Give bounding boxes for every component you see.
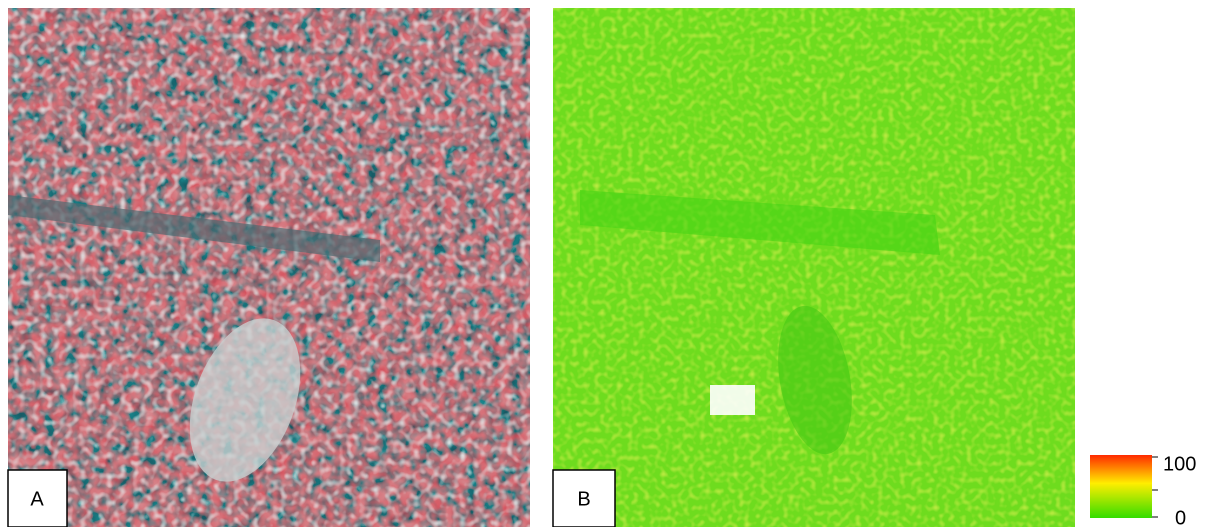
panel-label: A [30,488,44,510]
colorbar: 100 0 [1090,453,1196,527]
panel-a: A [8,8,530,527]
colorbar-min: 0 [1175,507,1186,527]
panel-b: B [553,8,1075,527]
colorbar-gradient [1090,455,1152,518]
figure: A B 100 0 [0,0,1208,527]
no-data-patch [710,385,755,415]
colorbar-max: 100 [1163,453,1196,475]
panel-label: B [577,488,590,510]
